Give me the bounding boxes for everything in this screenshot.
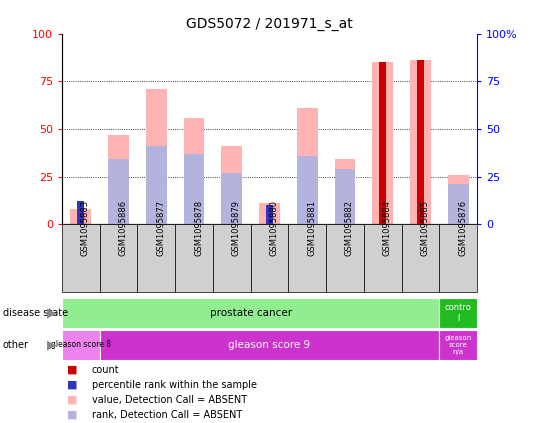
Text: GSM1095881: GSM1095881 bbox=[307, 200, 316, 255]
Bar bbox=[402, 224, 439, 292]
Text: ▶: ▶ bbox=[47, 338, 57, 351]
Bar bbox=[108, 135, 129, 224]
Bar bbox=[100, 330, 439, 360]
Text: ■: ■ bbox=[67, 365, 78, 375]
Text: GSM1095876: GSM1095876 bbox=[458, 200, 467, 255]
Text: ■: ■ bbox=[67, 395, 78, 405]
Bar bbox=[439, 224, 477, 292]
Bar bbox=[222, 173, 242, 224]
Text: GSM1095886: GSM1095886 bbox=[119, 200, 128, 255]
Bar bbox=[222, 146, 242, 224]
Bar bbox=[439, 298, 477, 328]
Text: gleason score 9: gleason score 9 bbox=[229, 340, 310, 350]
Text: GSM1095878: GSM1095878 bbox=[194, 200, 203, 255]
Bar bbox=[137, 224, 175, 292]
Bar bbox=[417, 60, 424, 224]
Text: ■: ■ bbox=[67, 380, 78, 390]
Text: GDS5072 / 201971_s_at: GDS5072 / 201971_s_at bbox=[186, 17, 353, 31]
Bar bbox=[335, 159, 355, 224]
Bar bbox=[175, 224, 213, 292]
Text: contro
l: contro l bbox=[445, 303, 472, 323]
Bar bbox=[364, 224, 402, 292]
Bar bbox=[326, 224, 364, 292]
Bar bbox=[78, 201, 84, 224]
Text: GSM1095884: GSM1095884 bbox=[383, 200, 392, 255]
Bar bbox=[417, 124, 424, 224]
Bar bbox=[62, 330, 100, 360]
Bar bbox=[439, 330, 477, 360]
Bar bbox=[372, 63, 393, 224]
Bar bbox=[297, 156, 317, 224]
Bar bbox=[259, 203, 280, 224]
Bar bbox=[448, 184, 468, 224]
Text: rank, Detection Call = ABSENT: rank, Detection Call = ABSENT bbox=[92, 409, 242, 420]
Text: prostate cancer: prostate cancer bbox=[210, 308, 292, 318]
Bar bbox=[297, 108, 317, 224]
Text: other: other bbox=[3, 340, 29, 350]
Text: GSM1095885: GSM1095885 bbox=[420, 200, 430, 255]
Text: GSM1095877: GSM1095877 bbox=[156, 200, 165, 255]
Bar bbox=[184, 154, 204, 224]
Text: gleason score 8: gleason score 8 bbox=[51, 340, 111, 349]
Bar bbox=[266, 205, 273, 224]
Bar bbox=[379, 127, 386, 224]
Text: percentile rank within the sample: percentile rank within the sample bbox=[92, 380, 257, 390]
Text: disease state: disease state bbox=[3, 308, 68, 318]
Bar bbox=[146, 89, 167, 224]
Bar bbox=[146, 146, 167, 224]
Text: ▶: ▶ bbox=[47, 307, 57, 319]
Bar bbox=[108, 159, 129, 224]
Text: ■: ■ bbox=[67, 409, 78, 420]
Text: GSM1095880: GSM1095880 bbox=[270, 200, 279, 255]
Bar bbox=[62, 224, 100, 292]
Bar bbox=[410, 60, 431, 224]
Text: gleason
score
n/a: gleason score n/a bbox=[445, 335, 472, 355]
Text: count: count bbox=[92, 365, 119, 375]
Bar bbox=[213, 224, 251, 292]
Text: GSM1095879: GSM1095879 bbox=[232, 200, 241, 255]
Bar bbox=[251, 224, 288, 292]
Bar bbox=[100, 224, 137, 292]
Bar bbox=[184, 118, 204, 224]
Bar bbox=[71, 209, 91, 224]
Bar bbox=[335, 169, 355, 224]
Bar bbox=[448, 175, 468, 224]
Bar bbox=[288, 224, 326, 292]
Text: value, Detection Call = ABSENT: value, Detection Call = ABSENT bbox=[92, 395, 247, 405]
Bar bbox=[379, 63, 386, 224]
Text: GSM1095882: GSM1095882 bbox=[345, 200, 354, 255]
Text: GSM1095883: GSM1095883 bbox=[81, 200, 90, 255]
